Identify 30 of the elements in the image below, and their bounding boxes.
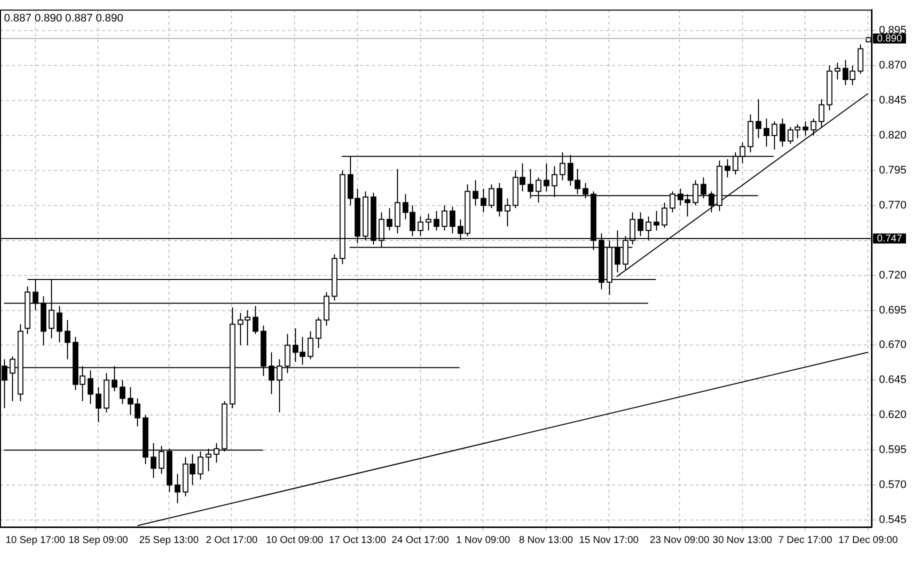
y-tick-label: 0.645: [879, 374, 907, 386]
x-tick-label: 18 Sep 09:00: [68, 534, 128, 546]
y-tick-label: 0.720: [879, 269, 907, 282]
x-tick-label: 7 Dec 17:00: [778, 534, 833, 546]
x-tick-label: 2 Oct 17:00: [206, 534, 258, 546]
y-tick-label: 0.570: [879, 479, 907, 492]
y-tick-label: 0.820: [879, 129, 907, 142]
y-tick-label: 0.620: [879, 409, 907, 422]
y-tick-label: 0.795: [879, 164, 907, 176]
y-tick-label: 0.770: [879, 199, 907, 212]
x-tick-label: 24 Oct 17:00: [392, 534, 450, 546]
x-tick-label: 10 Sep 17:00: [6, 534, 66, 546]
chart-title: 0.887 0.890 0.887 0.890: [4, 12, 124, 25]
x-tick-label: 30 Nov 13:00: [712, 534, 773, 546]
y-tick-label: 0.695: [879, 304, 907, 316]
ref-line-label: 0.747: [877, 233, 902, 244]
x-tick-label: 15 Nov 17:00: [579, 534, 640, 546]
y-tick-label: 0.595: [879, 444, 907, 456]
y-tick-label: 0.545: [879, 514, 907, 526]
y-tick-label: 0.845: [879, 94, 907, 107]
y-tick-label: 0.870: [879, 60, 907, 72]
x-tick-label: 17 Dec 09:00: [838, 534, 898, 546]
x-tick-label: 8 Nov 13:00: [519, 534, 574, 546]
y-tick-label: 0.670: [879, 339, 907, 352]
x-tick-label: 1 Nov 09:00: [456, 534, 511, 546]
x-tick-label: 10 Oct 09:00: [266, 534, 324, 546]
x-tick-label: 25 Sep 13:00: [139, 534, 200, 546]
x-tick-label: 17 Oct 13:00: [328, 534, 387, 546]
ref-line-label: 0.890: [877, 33, 902, 44]
x-tick-label: 23 Nov 09:00: [650, 534, 710, 546]
